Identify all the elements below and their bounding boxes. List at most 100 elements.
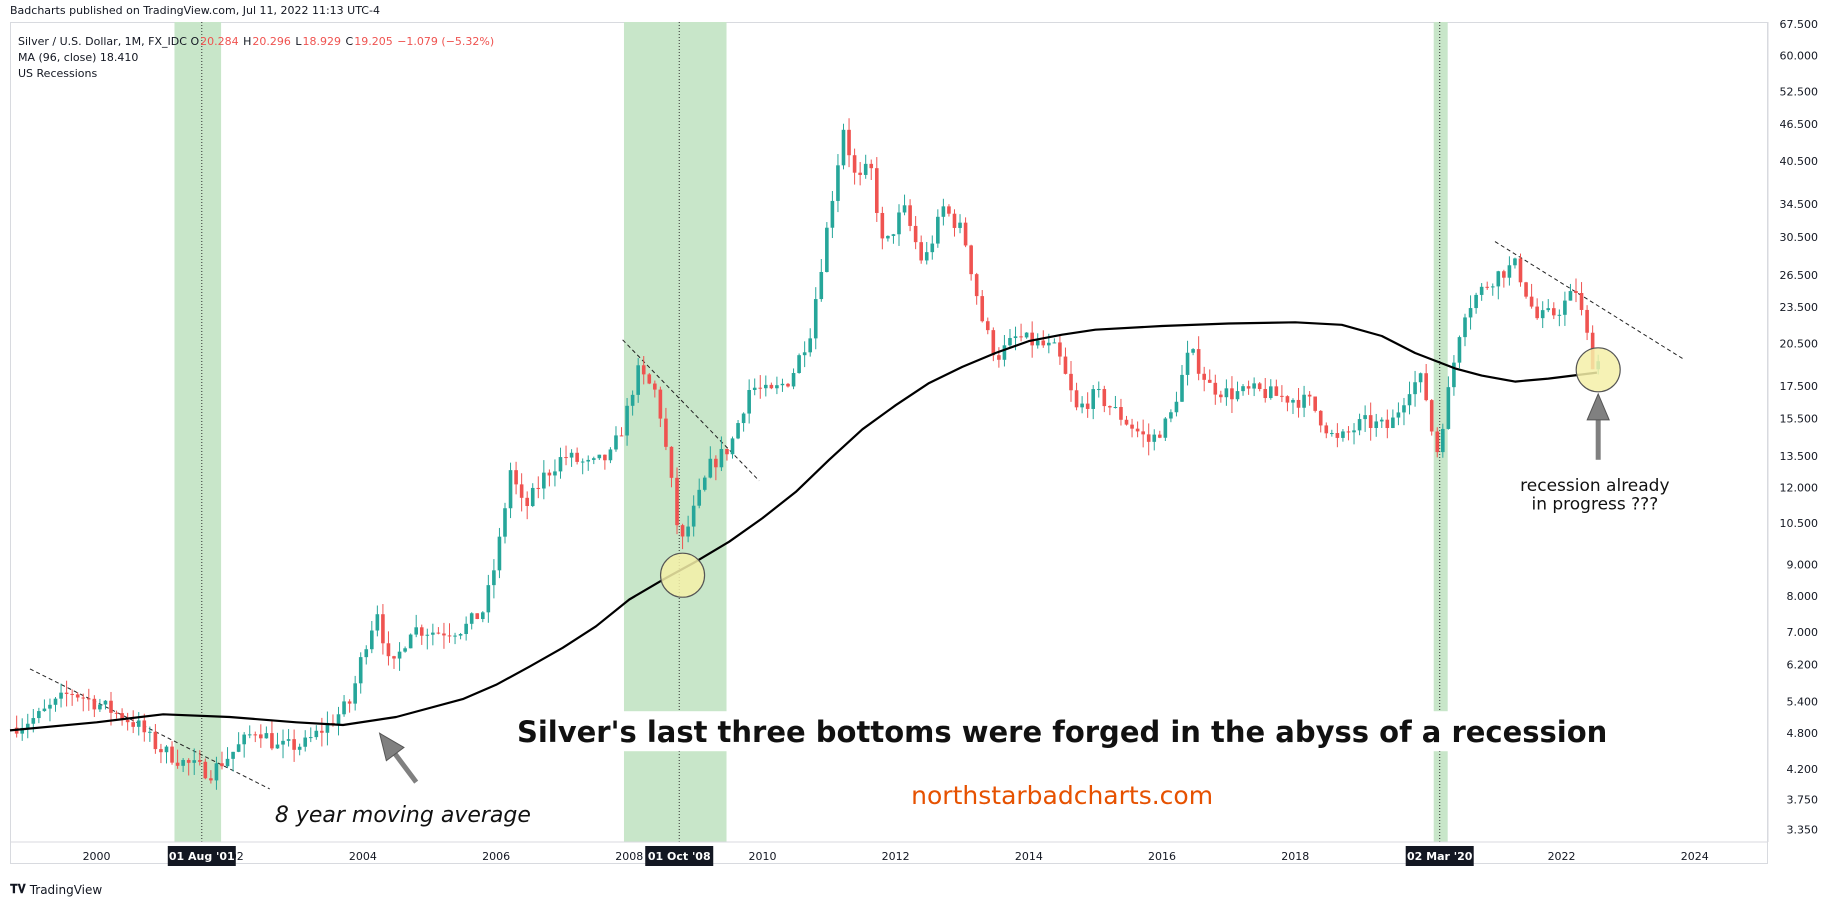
candle-body <box>997 355 1001 360</box>
candle-body <box>186 759 191 763</box>
candle-body <box>1274 386 1279 396</box>
candle-body <box>1268 386 1273 399</box>
legend-symbol-row[interactable]: Silver / U.S. Dollar, 1M, FX_IDC O20.284… <box>18 34 495 50</box>
candle-body <box>952 213 957 228</box>
candles[interactable] <box>14 118 1600 790</box>
candle-body <box>259 734 263 739</box>
candle-body <box>702 477 707 490</box>
candle-body <box>825 227 829 273</box>
candle-body <box>120 713 124 720</box>
candle-body <box>547 472 552 476</box>
candle-body <box>1246 386 1251 389</box>
candle-body <box>780 383 785 386</box>
candle-body <box>1207 379 1212 383</box>
candle-body <box>808 338 813 353</box>
candle-body <box>53 698 58 705</box>
candle-body <box>614 435 618 450</box>
candle-body <box>1535 306 1539 319</box>
candle-body <box>647 374 652 384</box>
candle-body <box>1568 291 1573 301</box>
candle-body <box>48 704 52 709</box>
candle-body <box>86 698 91 700</box>
ohlc-change: −1.079 (−5.32%) <box>397 35 495 48</box>
price-tick-label: 34.500 <box>1780 198 1819 211</box>
candle-body <box>908 205 912 226</box>
candle-body <box>497 536 502 571</box>
candle-body <box>447 635 452 637</box>
candle-body <box>769 384 774 389</box>
legend-symbol: Silver / U.S. Dollar, 1M, FX_IDC <box>18 35 187 48</box>
candle-body <box>1174 401 1179 413</box>
candle-body <box>874 168 879 213</box>
candle-body <box>1496 271 1501 287</box>
candle-body <box>619 435 624 437</box>
candle-body <box>736 423 740 439</box>
candle-body <box>1474 294 1478 309</box>
candle-body <box>1413 382 1417 395</box>
candle-body <box>530 487 535 507</box>
candle-body <box>863 163 868 175</box>
candle-body <box>658 389 663 419</box>
annotation-arrows <box>378 392 1610 784</box>
candle-body <box>1135 428 1140 432</box>
candle-body <box>1330 433 1334 435</box>
candle-body <box>797 355 801 374</box>
candle-body <box>930 243 935 253</box>
price-tick-label: 7.000 <box>1787 626 1819 639</box>
candle-body <box>969 245 973 275</box>
candle-body <box>275 744 280 749</box>
candle-body <box>292 739 296 750</box>
price-tick-label: 8.000 <box>1787 590 1819 603</box>
candle-body <box>20 727 25 734</box>
candle-body <box>1579 292 1584 310</box>
candle-body <box>775 385 779 389</box>
candle-body <box>1146 434 1151 442</box>
candle-body <box>503 508 507 537</box>
candle-body <box>1441 428 1445 453</box>
legend-recessions-row[interactable]: US Recessions <box>18 67 98 80</box>
footer-brand[interactable]: 𝐓𝐕 TradingView <box>10 882 102 897</box>
candle-body <box>575 452 579 462</box>
arrow-head <box>1586 392 1610 421</box>
candle-body <box>741 413 746 424</box>
candle-body <box>1457 337 1462 363</box>
candle-body <box>492 570 496 586</box>
candle-body <box>1524 282 1528 297</box>
candle-body <box>786 383 790 387</box>
candle-body <box>98 704 102 710</box>
ohlc-low: 18.929 <box>302 35 342 48</box>
ohlc-close-label: C <box>345 35 354 48</box>
candle-body <box>297 746 302 750</box>
time-tick-label: 2012 <box>882 850 910 863</box>
candle-body <box>708 458 713 478</box>
candle-body <box>1035 340 1040 346</box>
legend-ma-row[interactable]: MA (96, close) 18.410 <box>18 50 495 66</box>
moving-average <box>9 321 1598 732</box>
candle-body <box>1235 391 1240 400</box>
candle-body <box>1285 396 1290 403</box>
candle-body <box>1557 314 1562 316</box>
candle-body <box>1385 419 1390 429</box>
candle-body <box>1030 332 1034 346</box>
tradingview-logo-icon: 𝐓𝐕 <box>10 882 26 896</box>
candle-body <box>1291 399 1295 403</box>
candle-body <box>847 129 851 156</box>
candle-body <box>209 778 213 781</box>
candle-body <box>442 633 446 636</box>
candle-body <box>314 730 319 738</box>
candle-body <box>819 272 824 300</box>
candle-body <box>170 746 174 763</box>
candle-body <box>336 714 341 725</box>
candle-body <box>408 634 413 649</box>
candle-body <box>669 446 674 478</box>
candle-body <box>231 751 235 759</box>
price-tick-label: 15.500 <box>1780 413 1819 426</box>
candle-body <box>286 739 291 741</box>
candle-body <box>1169 412 1173 419</box>
candle-body <box>220 763 224 767</box>
axes: 3.350 3.750 4.200 4.800 5.400 6.200 7.000 8.000… <box>10 18 1818 866</box>
candle-body <box>164 746 169 753</box>
price-tick-label: 4.200 <box>1787 763 1819 776</box>
candle-body <box>625 405 629 436</box>
